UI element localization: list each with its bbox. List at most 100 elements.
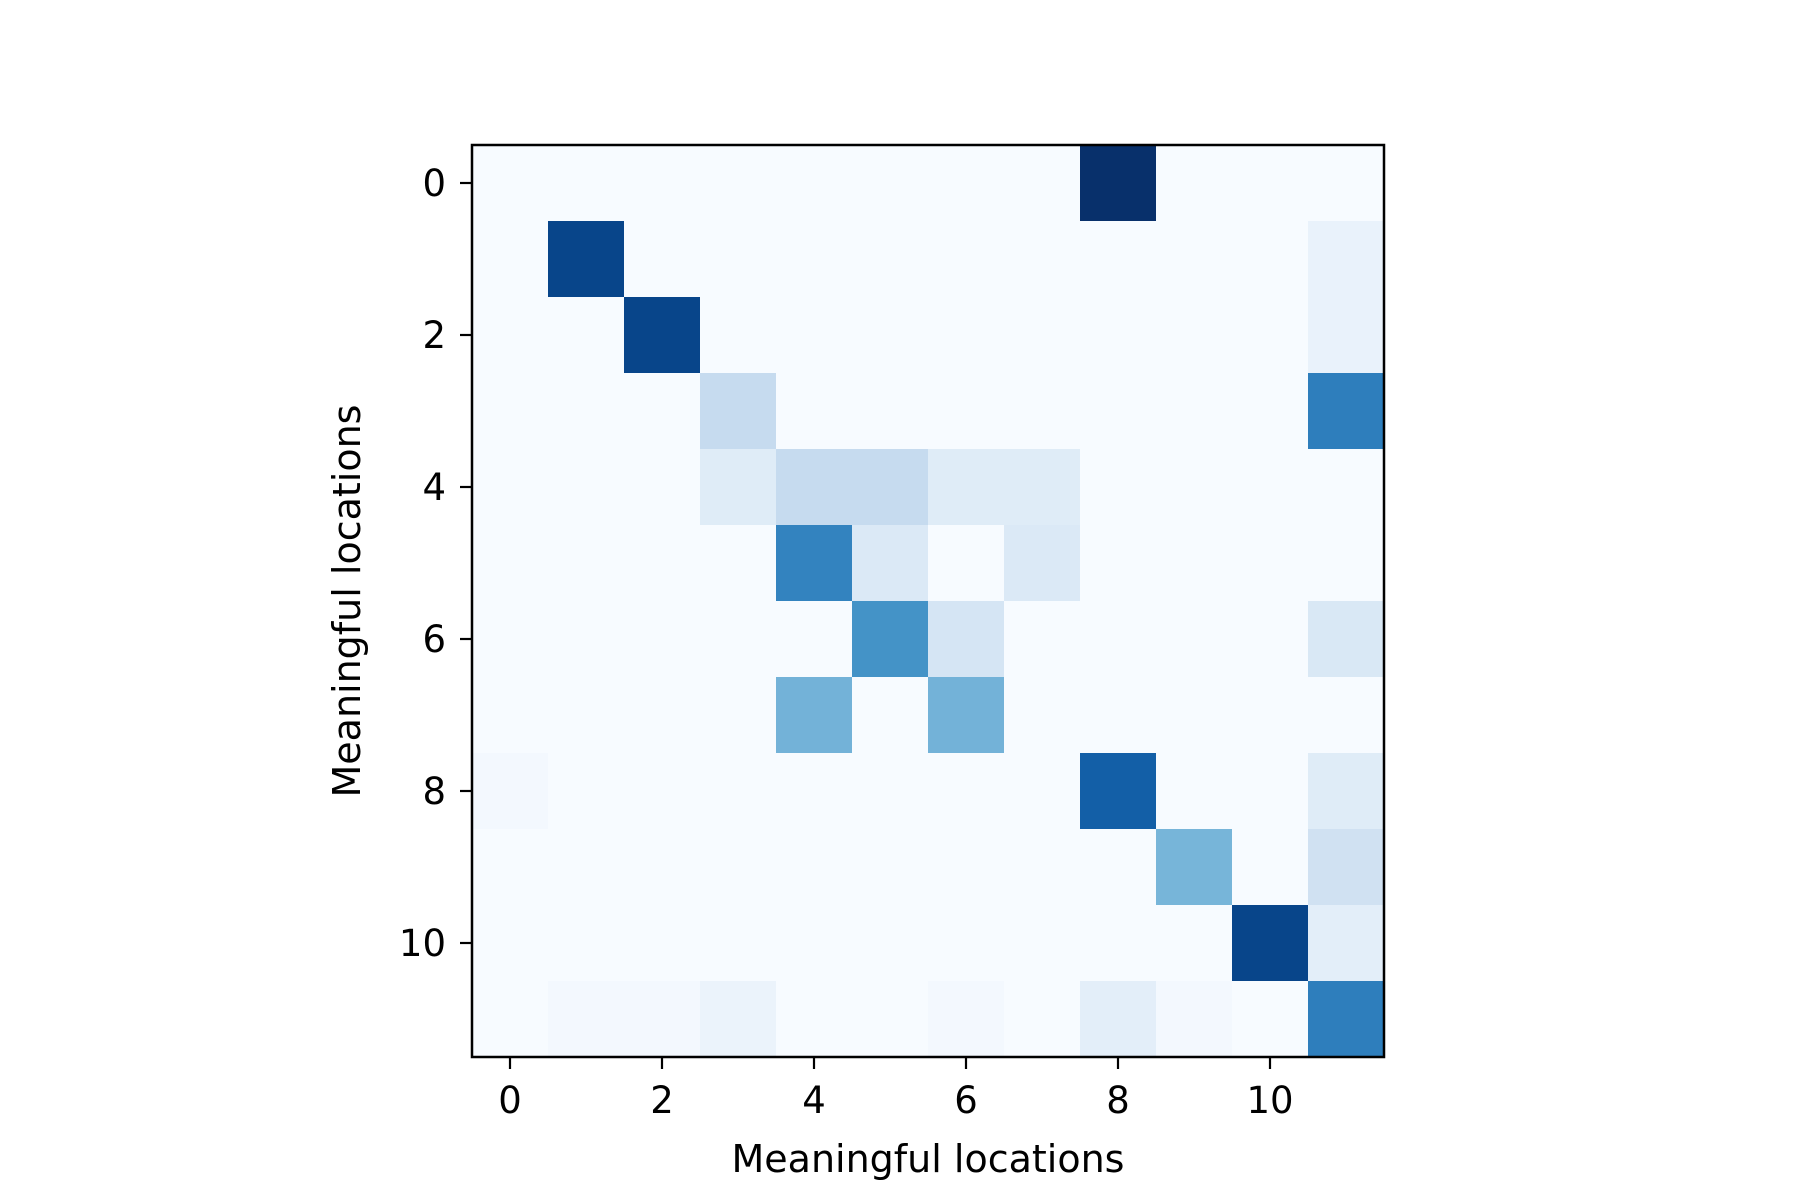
heatmap-cell-0-5 [852, 145, 929, 222]
heatmap-cell-10-6 [928, 905, 1005, 982]
heatmap-cell-10-0 [472, 905, 549, 982]
heatmap-cell-9-3 [700, 829, 777, 906]
heatmap-cell-4-5 [852, 449, 929, 526]
heatmap-cell-10-7 [1004, 905, 1081, 982]
heatmap-cell-0-6 [928, 145, 1005, 222]
heatmap-cell-0-11 [1308, 145, 1385, 222]
heatmap-cell-4-9 [1156, 449, 1233, 526]
heatmap-cell-11-5 [852, 981, 929, 1058]
heatmap-cell-5-2 [624, 525, 701, 602]
heatmap-cell-1-6 [928, 221, 1005, 298]
heatmap-cell-9-2 [624, 829, 701, 906]
heatmap-cell-9-1 [548, 829, 625, 906]
heatmap-cell-1-3 [700, 221, 777, 298]
heatmap-cell-8-0 [472, 753, 549, 830]
x-tick-label-10: 10 [1246, 1079, 1293, 1122]
heatmap-cell-5-0 [472, 525, 549, 602]
heatmap-cell-11-6 [928, 981, 1005, 1058]
heatmap-cell-5-10 [1232, 525, 1309, 602]
x-tick-label-4: 4 [802, 1079, 826, 1122]
heatmap-cell-9-7 [1004, 829, 1081, 906]
heatmap-cell-10-8 [1080, 905, 1157, 982]
heatmap-cell-8-8 [1080, 753, 1157, 830]
heatmap-cell-6-5 [852, 601, 929, 678]
heatmap-cell-10-1 [548, 905, 625, 982]
heatmap-cell-7-8 [1080, 677, 1157, 754]
heatmap-cell-0-10 [1232, 145, 1309, 222]
x-axis-ticks: 0 2 4 6 8 10 [498, 1057, 1294, 1122]
heatmap-cell-0-2 [624, 145, 701, 222]
heatmap-cell-2-4 [776, 297, 853, 374]
heatmap-cell-5-6 [928, 525, 1005, 602]
y-tick-label-4: 4 [422, 466, 446, 509]
heatmap-cell-4-8 [1080, 449, 1157, 526]
heatmap-cell-10-3 [700, 905, 777, 982]
heatmap-cell-11-11 [1308, 981, 1385, 1058]
heatmap-cell-8-5 [852, 753, 929, 830]
heatmap-cell-3-0 [472, 373, 549, 450]
heatmap-cell-7-4 [776, 677, 853, 754]
heatmap-cell-5-9 [1156, 525, 1233, 602]
heatmap-cell-6-11 [1308, 601, 1385, 678]
heatmap-cell-9-0 [472, 829, 549, 906]
heatmap-cell-3-3 [700, 373, 777, 450]
heatmap-cell-3-9 [1156, 373, 1233, 450]
heatmap-cell-8-9 [1156, 753, 1233, 830]
heatmap-cell-6-8 [1080, 601, 1157, 678]
x-axis-label: Meaningful locations [732, 1137, 1125, 1181]
y-tick-label-2: 2 [422, 314, 446, 357]
heatmap-cell-11-7 [1004, 981, 1081, 1058]
heatmap-cell-1-0 [472, 221, 549, 298]
heatmap-cell-4-4 [776, 449, 853, 526]
heatmap-cell-6-2 [624, 601, 701, 678]
heatmap-cell-6-3 [700, 601, 777, 678]
heatmap-cell-5-5 [852, 525, 929, 602]
x-tick-label-8: 8 [1106, 1079, 1130, 1122]
heatmap-cell-3-1 [548, 373, 625, 450]
heatmap-cell-10-9 [1156, 905, 1233, 982]
heatmap-cell-7-9 [1156, 677, 1233, 754]
heatmap-cell-1-5 [852, 221, 929, 298]
heatmap-cell-1-2 [624, 221, 701, 298]
heatmap-cell-9-6 [928, 829, 1005, 906]
heatmap-cell-8-6 [928, 753, 1005, 830]
heatmap-cell-1-11 [1308, 221, 1385, 298]
heatmap-cell-4-1 [548, 449, 625, 526]
heatmap-cell-2-6 [928, 297, 1005, 374]
heatmap-cell-7-10 [1232, 677, 1309, 754]
heatmap-cell-6-6 [928, 601, 1005, 678]
heatmap-cell-11-3 [700, 981, 777, 1058]
heatmap-cell-2-3 [700, 297, 777, 374]
y-tick-label-8: 8 [422, 770, 446, 813]
heatmap-cell-4-0 [472, 449, 549, 526]
heatmap-cell-2-8 [1080, 297, 1157, 374]
heatmap-cell-9-9 [1156, 829, 1233, 906]
heatmap-cell-1-9 [1156, 221, 1233, 298]
heatmap-cell-10-10 [1232, 905, 1309, 982]
heatmap-cell-9-10 [1232, 829, 1309, 906]
heatmap-cell-7-2 [624, 677, 701, 754]
heatmap-cell-7-6 [928, 677, 1005, 754]
heatmap-cell-5-7 [1004, 525, 1081, 602]
heatmap-cell-2-9 [1156, 297, 1233, 374]
heatmap-cell-0-8 [1080, 145, 1157, 222]
x-tick-label-6: 6 [954, 1079, 978, 1122]
heatmap-cell-1-7 [1004, 221, 1081, 298]
heatmap-cell-10-2 [624, 905, 701, 982]
heatmap-cell-3-5 [852, 373, 929, 450]
heatmap-cell-11-4 [776, 981, 853, 1058]
heatmap-cell-8-3 [700, 753, 777, 830]
heatmap-cell-1-10 [1232, 221, 1309, 298]
heatmap-cell-2-11 [1308, 297, 1385, 374]
heatmap-cell-8-10 [1232, 753, 1309, 830]
heatmap-cell-10-5 [852, 905, 929, 982]
heatmap-cell-11-9 [1156, 981, 1233, 1058]
heatmap-cell-9-11 [1308, 829, 1385, 906]
heatmap-cell-0-7 [1004, 145, 1081, 222]
y-tick-label-0: 0 [422, 162, 446, 205]
heatmap-cell-5-8 [1080, 525, 1157, 602]
heatmap-cell-7-3 [700, 677, 777, 754]
plot-frame [470, 143, 1386, 1059]
heatmap-cell-11-8 [1080, 981, 1157, 1058]
heatmap-cell-4-3 [700, 449, 777, 526]
